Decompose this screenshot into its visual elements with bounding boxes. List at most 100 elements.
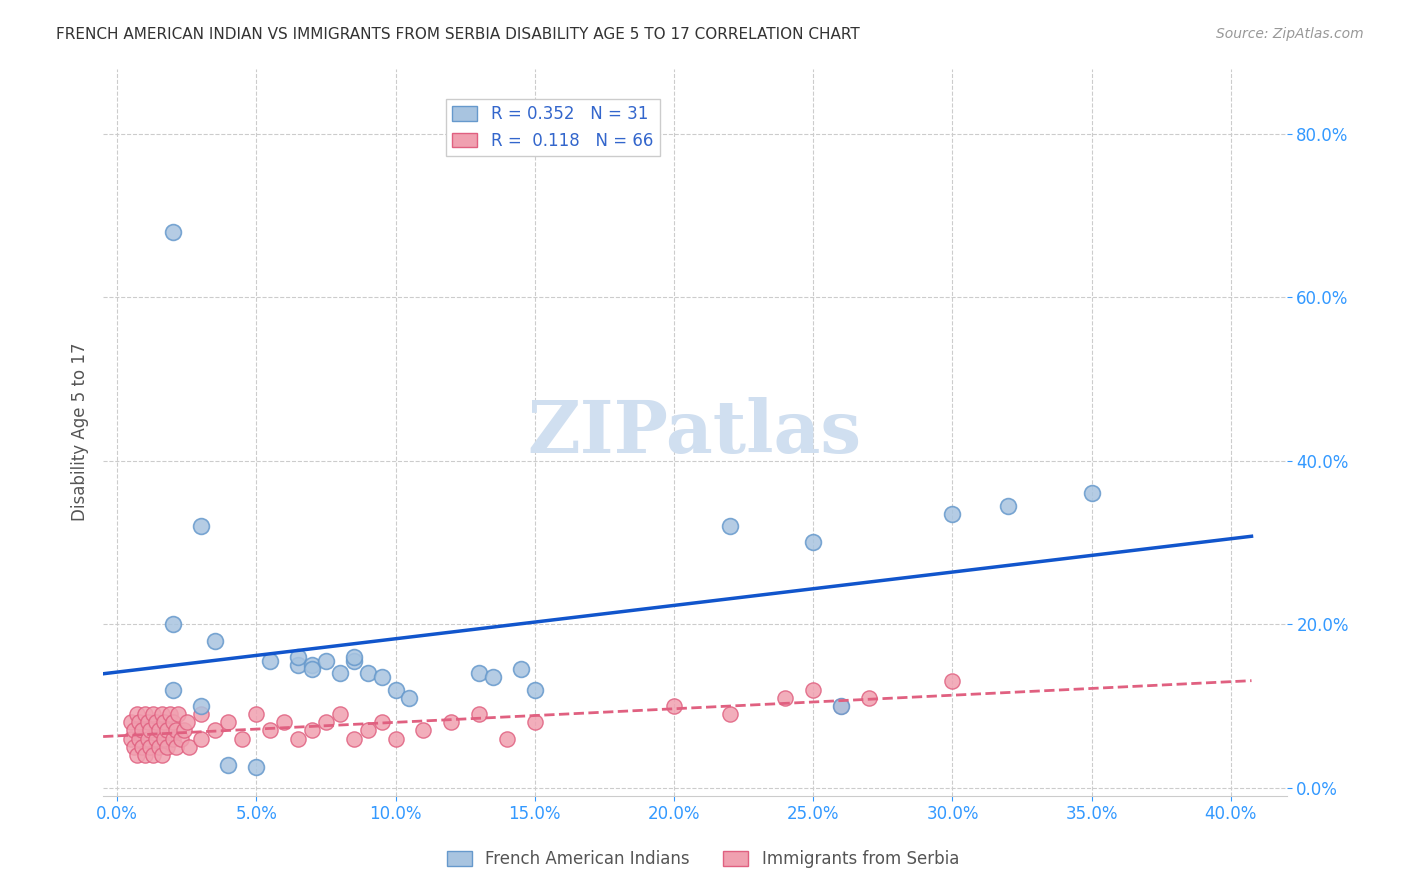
Point	[523, 715, 546, 730]
Point	[301, 723, 323, 738]
Point	[259, 654, 281, 668]
Point	[165, 723, 187, 738]
Text: ZIPatlas: ZIPatlas	[527, 397, 862, 467]
Point	[315, 654, 337, 668]
Point	[150, 706, 173, 721]
Point	[245, 760, 267, 774]
Point	[259, 723, 281, 738]
Point	[145, 715, 167, 730]
Point	[167, 706, 190, 721]
Point	[170, 731, 193, 746]
Point	[153, 715, 176, 730]
Point	[775, 690, 797, 705]
Point	[173, 723, 195, 738]
Point	[134, 747, 156, 762]
Point	[287, 658, 309, 673]
Point	[148, 739, 170, 754]
Point	[204, 723, 226, 738]
Point	[131, 739, 153, 754]
Point	[142, 747, 165, 762]
Point	[217, 757, 239, 772]
Point	[370, 715, 392, 730]
Y-axis label: Disability Age 5 to 17: Disability Age 5 to 17	[72, 343, 89, 522]
Point	[190, 706, 212, 721]
Point	[162, 225, 184, 239]
Point	[145, 731, 167, 746]
Point	[941, 674, 963, 689]
Point	[997, 499, 1019, 513]
Point	[468, 706, 491, 721]
Point	[128, 731, 150, 746]
Point	[440, 715, 463, 730]
Point	[329, 666, 352, 681]
Point	[370, 670, 392, 684]
Point	[176, 715, 198, 730]
Point	[136, 715, 159, 730]
Point	[134, 706, 156, 721]
Point	[162, 617, 184, 632]
Point	[287, 649, 309, 664]
Point	[125, 706, 148, 721]
Point	[153, 731, 176, 746]
Point	[159, 706, 181, 721]
Point	[858, 690, 880, 705]
Point	[412, 723, 434, 738]
Point	[150, 747, 173, 762]
Point	[156, 739, 179, 754]
Point	[122, 723, 145, 738]
Point	[139, 739, 162, 754]
Point	[315, 715, 337, 730]
Point	[718, 519, 741, 533]
Point	[131, 723, 153, 738]
Point	[662, 698, 685, 713]
Point	[162, 715, 184, 730]
Point	[148, 723, 170, 738]
Point	[245, 706, 267, 721]
Point	[830, 698, 852, 713]
Point	[468, 666, 491, 681]
Text: Source: ZipAtlas.com: Source: ZipAtlas.com	[1216, 27, 1364, 41]
Point	[718, 706, 741, 721]
Legend: R = 0.352   N = 31, R =  0.118   N = 66: R = 0.352 N = 31, R = 0.118 N = 66	[446, 99, 659, 156]
Point	[165, 739, 187, 754]
Point	[162, 731, 184, 746]
Point	[190, 519, 212, 533]
Point	[343, 654, 366, 668]
Point	[156, 723, 179, 738]
Point	[509, 662, 531, 676]
Point	[273, 715, 295, 730]
Point	[179, 739, 201, 754]
Point	[941, 507, 963, 521]
Text: FRENCH AMERICAN INDIAN VS IMMIGRANTS FROM SERBIA DISABILITY AGE 5 TO 17 CORRELAT: FRENCH AMERICAN INDIAN VS IMMIGRANTS FRO…	[56, 27, 860, 42]
Point	[523, 682, 546, 697]
Point	[125, 747, 148, 762]
Point	[120, 715, 142, 730]
Point	[139, 723, 162, 738]
Point	[801, 535, 824, 549]
Point	[301, 658, 323, 673]
Point	[343, 649, 366, 664]
Point	[801, 682, 824, 697]
Point	[287, 731, 309, 746]
Point	[190, 731, 212, 746]
Point	[120, 731, 142, 746]
Point	[122, 739, 145, 754]
Point	[128, 715, 150, 730]
Point	[356, 666, 378, 681]
Point	[398, 690, 420, 705]
Point	[136, 731, 159, 746]
Legend: French American Indians, Immigrants from Serbia: French American Indians, Immigrants from…	[440, 844, 966, 875]
Point	[482, 670, 505, 684]
Point	[301, 662, 323, 676]
Point	[204, 633, 226, 648]
Point	[231, 731, 253, 746]
Point	[329, 706, 352, 721]
Point	[830, 698, 852, 713]
Point	[1080, 486, 1102, 500]
Point	[343, 731, 366, 746]
Point	[356, 723, 378, 738]
Point	[496, 731, 519, 746]
Point	[190, 698, 212, 713]
Point	[142, 706, 165, 721]
Point	[217, 715, 239, 730]
